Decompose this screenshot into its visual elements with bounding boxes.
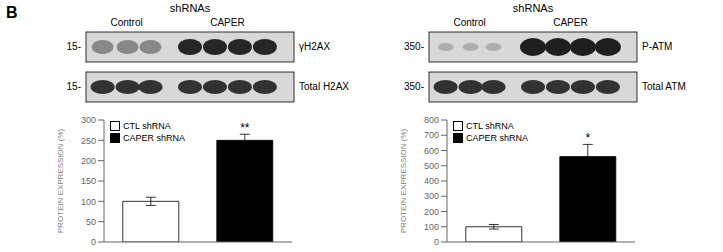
svg-text:350-: 350-: [404, 41, 424, 52]
svg-text:P-ATM: P-ATM: [642, 41, 672, 52]
svg-text:350-: 350-: [404, 81, 424, 92]
svg-text:Control: Control: [453, 17, 485, 28]
html-text:CAPER shRNA: CAPER shRNA: [123, 133, 185, 143]
svg-text:CAPER: CAPER: [210, 17, 244, 28]
svg-text:600: 600: [424, 146, 439, 156]
svg-text:100: 100: [81, 197, 96, 207]
svg-text:γH2AX: γH2AX: [299, 41, 330, 52]
svg-text:300: 300: [81, 115, 96, 125]
svg-text:100: 100: [424, 222, 439, 232]
svg-text:250: 250: [81, 136, 96, 146]
svg-text:CAPER: CAPER: [553, 17, 587, 28]
svg-text:shRNAs: shRNAs: [170, 2, 211, 14]
svg-text:500: 500: [424, 161, 439, 171]
svg-text:**: **: [240, 121, 250, 135]
svg-text:shRNAs: shRNAs: [513, 2, 554, 14]
svg-text:Control: Control: [110, 17, 142, 28]
svg-text:150: 150: [81, 176, 96, 186]
svg-text:700: 700: [424, 130, 439, 140]
svg-text:200: 200: [424, 207, 439, 217]
svg-text:Total ATM: Total ATM: [642, 81, 686, 92]
svg-text:800: 800: [424, 115, 439, 125]
svg-text:200: 200: [81, 156, 96, 166]
svg-text:PROTEIN EXPRESSION (%): PROTEIN EXPRESSION (%): [56, 128, 65, 233]
html-text:B: B: [6, 4, 18, 21]
svg-text:50: 50: [86, 217, 96, 227]
html-text:CTL shRNA: CTL shRNA: [466, 121, 514, 131]
svg-text:Total H2AX: Total H2AX: [299, 81, 349, 92]
svg-text:0: 0: [434, 237, 439, 247]
svg-text:15-: 15-: [67, 81, 81, 92]
html-text:CTL shRNA: CTL shRNA: [123, 121, 171, 131]
svg-text:15-: 15-: [67, 41, 81, 52]
html-text:CAPER shRNA: CAPER shRNA: [466, 133, 528, 143]
svg-text:300: 300: [424, 191, 439, 201]
svg-text:PROTEIN EXPRESSION (%): PROTEIN EXPRESSION (%): [399, 128, 408, 233]
svg-text:400: 400: [424, 176, 439, 186]
svg-text:*: *: [585, 131, 590, 145]
svg-text:0: 0: [91, 237, 96, 247]
